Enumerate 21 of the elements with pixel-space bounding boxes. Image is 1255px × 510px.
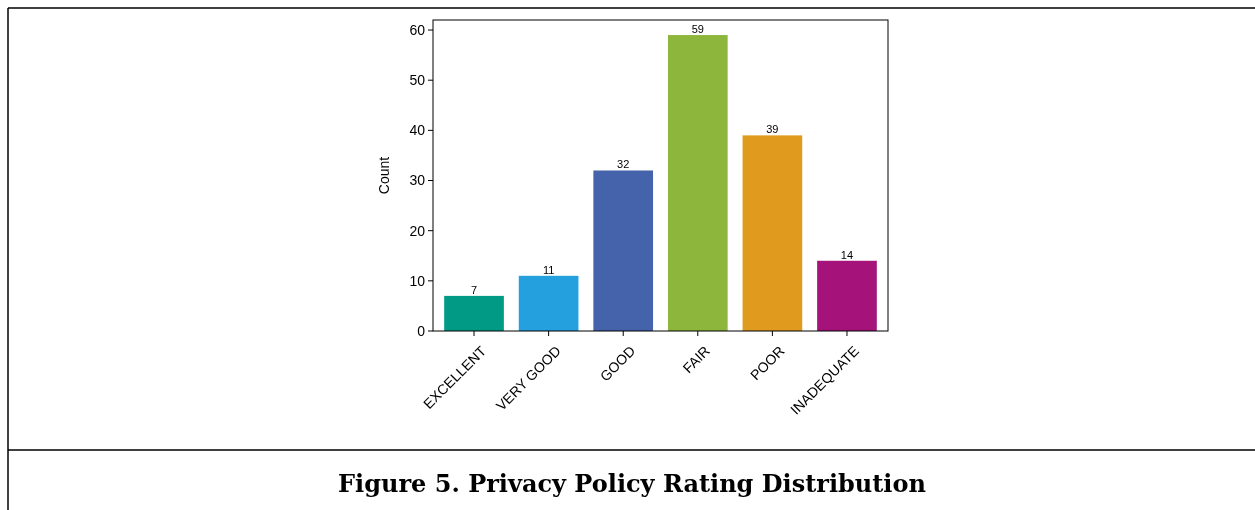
bar [518, 275, 579, 331]
text: Figure 5. Privacy Policy Rating Distribution [338, 469, 926, 498]
data-label: 59 [691, 23, 704, 36]
bar [444, 295, 504, 331]
y-tick-label: 10 [409, 272, 426, 289]
bar [817, 260, 877, 331]
y-tick-label: 50 [409, 72, 426, 89]
data-label: 11 [542, 263, 555, 276]
data-label: 39 [766, 123, 779, 136]
y-tick-label: 40 [409, 122, 426, 139]
bar [667, 35, 728, 331]
data-label: 14 [840, 248, 854, 261]
y-axis-title: Count [376, 156, 392, 195]
y-tick-label: 20 [409, 222, 426, 239]
data-label: 32 [617, 158, 630, 171]
bar [593, 170, 654, 331]
y-tick-label: 0 [417, 322, 426, 339]
bar [742, 135, 803, 331]
y-tick-label: 60 [409, 21, 426, 38]
data-label: 7 [470, 283, 478, 296]
y-tick-label: 30 [409, 172, 426, 189]
